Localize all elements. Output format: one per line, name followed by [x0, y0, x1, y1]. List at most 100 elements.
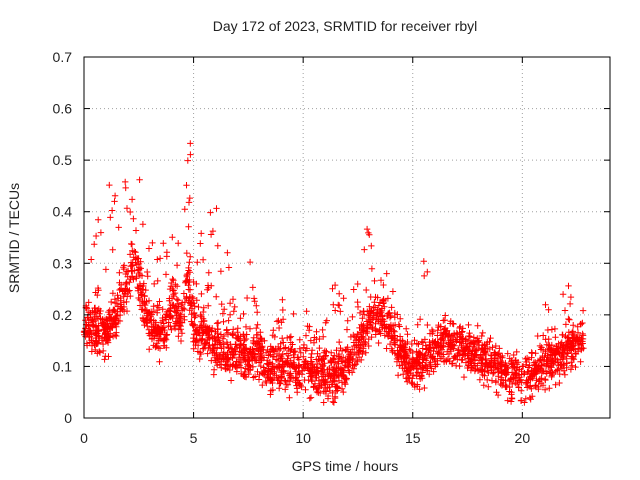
data-point [182, 277, 189, 285]
data-point [403, 375, 411, 382]
data-point [140, 280, 147, 287]
data-point [213, 320, 221, 327]
data-point [537, 356, 544, 364]
data-point [544, 358, 551, 365]
data-point [482, 355, 489, 363]
data-point [476, 376, 484, 383]
data-point [154, 256, 161, 263]
data-point [334, 372, 342, 379]
data-point [91, 241, 98, 248]
data-point [148, 308, 155, 315]
data-point [562, 321, 570, 328]
data-point [111, 316, 118, 323]
data-point [278, 319, 285, 326]
data-point [424, 321, 431, 329]
data-point [246, 258, 254, 266]
data-point [560, 342, 567, 349]
data-point [255, 359, 263, 366]
data-point [162, 314, 170, 321]
data-point [487, 352, 495, 359]
data-point [277, 352, 285, 360]
data-point [101, 334, 108, 341]
data-point [162, 335, 169, 342]
data-point [497, 363, 504, 371]
data-point [435, 348, 442, 356]
data-point [159, 325, 166, 332]
data-point [487, 334, 494, 342]
data-point [542, 350, 549, 357]
data-point [364, 323, 371, 331]
data-point [190, 310, 198, 317]
data-point [356, 336, 363, 343]
data-point [283, 381, 290, 388]
data-point [265, 367, 272, 374]
data-point [546, 357, 554, 364]
data-point [260, 364, 267, 371]
data-point [565, 282, 572, 290]
data-point [522, 355, 529, 363]
data-point [233, 344, 241, 351]
data-point [370, 314, 377, 321]
data-point [163, 332, 170, 339]
data-point [427, 351, 434, 359]
data-point [254, 309, 261, 316]
data-point [111, 198, 118, 205]
data-point [335, 350, 343, 358]
data-point [574, 329, 582, 336]
data-point [365, 342, 372, 350]
data-point [271, 368, 278, 375]
data-point [138, 272, 146, 279]
data-point [514, 377, 522, 385]
data-point [127, 259, 135, 266]
data-point [156, 255, 164, 262]
data-point [420, 258, 427, 265]
data-point [108, 207, 116, 214]
data-point [334, 384, 341, 391]
data-point [128, 241, 136, 248]
data-point [316, 344, 323, 352]
data-point [186, 294, 193, 301]
data-point [175, 333, 182, 340]
data-point [136, 283, 144, 290]
data-point [391, 309, 398, 317]
data-point [383, 270, 390, 277]
data-point [362, 349, 369, 356]
data-point [288, 361, 295, 369]
data-point [113, 332, 120, 340]
data-point [494, 365, 501, 372]
data-point [403, 325, 410, 332]
data-point [310, 383, 317, 391]
data-point [332, 307, 339, 314]
data-point [344, 348, 352, 355]
data-point [380, 297, 387, 304]
data-point [246, 325, 254, 332]
data-point [330, 399, 338, 406]
data-point [282, 386, 289, 393]
data-point [528, 385, 535, 392]
y-tick-label: 0.6 [53, 101, 73, 117]
data-point [237, 357, 244, 365]
data-point [308, 350, 315, 358]
data-point [477, 355, 484, 362]
data-point [207, 209, 214, 216]
data-point [130, 254, 137, 261]
data-point [85, 322, 92, 329]
data-point [242, 335, 250, 343]
data-point [356, 309, 364, 317]
data-point [107, 214, 114, 221]
data-point [464, 355, 472, 362]
data-point [120, 299, 128, 306]
data-point [569, 343, 576, 350]
data-point [304, 364, 311, 371]
data-point [469, 347, 476, 354]
data-point [515, 384, 522, 391]
data-point [284, 370, 292, 377]
data-point [351, 342, 358, 350]
data-point [539, 346, 547, 354]
data-point [314, 360, 321, 368]
data-point [86, 329, 93, 337]
data-point [472, 337, 480, 344]
data-point [115, 224, 122, 231]
data-point [198, 230, 205, 237]
data-point [196, 349, 204, 356]
